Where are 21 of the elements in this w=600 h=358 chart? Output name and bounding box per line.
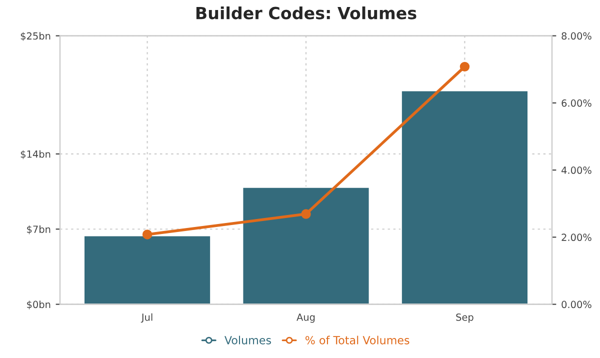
y2-tick-label: 0.00% bbox=[562, 300, 592, 308]
legend-label: Volumes bbox=[224, 336, 271, 344]
point bbox=[301, 209, 311, 219]
legend-label: % of Total Volumes bbox=[305, 336, 410, 344]
y2-tick-label: 6.00% bbox=[562, 99, 592, 107]
y-tick-label: $0bn bbox=[27, 300, 50, 310]
y2-tick-label: 4.00% bbox=[562, 166, 592, 174]
chart-title: Builder Codes: Volumes bbox=[196, 6, 416, 20]
point bbox=[142, 230, 152, 240]
y2-tick-label: 8.00% bbox=[562, 32, 592, 40]
x-tick-label: Sep bbox=[456, 314, 474, 323]
y-tick-label: $7bn bbox=[27, 225, 50, 234]
y-tick-label: $14bn bbox=[20, 150, 50, 160]
bar bbox=[400, 90, 529, 304]
y-tick-label: $25bn bbox=[20, 32, 50, 41]
bar bbox=[83, 234, 212, 304]
bar bbox=[242, 186, 370, 304]
x-tick-label: Jul bbox=[140, 313, 152, 323]
point bbox=[460, 62, 470, 72]
y2-tick-label: 2.00% bbox=[562, 234, 592, 242]
x-tick-label: Aug bbox=[296, 314, 315, 323]
